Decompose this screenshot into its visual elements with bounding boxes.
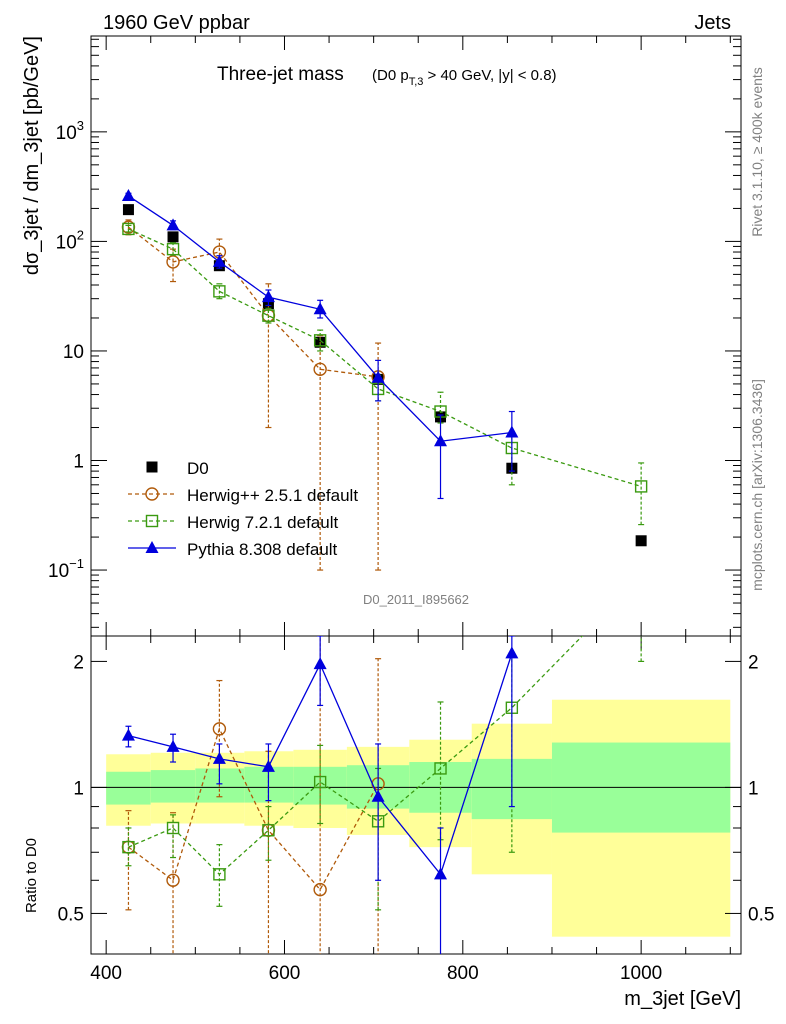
- data-point-marker: [262, 824, 275, 837]
- ratio-uncertainty-bands: [91, 699, 741, 937]
- data-point-marker: [261, 290, 275, 303]
- data-point-marker: [313, 657, 327, 670]
- data-point-marker: [145, 541, 159, 553]
- ratio-series-layer: [121, 570, 647, 954]
- pythia-8-308-default-main-line: [128, 195, 512, 442]
- data-point-marker: [145, 514, 159, 528]
- legend-label: D0: [187, 459, 209, 478]
- data-point-marker: [313, 362, 327, 377]
- legend-label: Herwig 7.2.1 default: [187, 513, 338, 532]
- main-series-layer: [121, 188, 648, 571]
- tick-exponent: 2: [77, 227, 84, 242]
- data-point-marker: [371, 370, 385, 383]
- x-tick-label: 400: [90, 963, 122, 984]
- plot-title-cuts-subscript: T,3: [409, 76, 424, 88]
- ratio-y-axis-label: Ratio to D0: [23, 838, 40, 913]
- tick-base: 10: [56, 123, 77, 144]
- data-point-marker: [213, 868, 226, 881]
- data-point-marker: [434, 867, 448, 880]
- data-point-marker: [166, 255, 180, 269]
- plot-title-cuts-part-a: (D0 p: [372, 67, 409, 84]
- tick-exponent: −1: [69, 556, 84, 571]
- legend-label: Pythia 8.308 default: [187, 540, 338, 559]
- data-point-marker: [122, 222, 135, 236]
- data-point-marker: [167, 231, 179, 243]
- data-point-marker: [166, 739, 180, 752]
- main-y-tick-label: 103: [56, 118, 84, 144]
- ratio-plot-frame: [90, 635, 742, 955]
- data-point-marker: [122, 840, 135, 854]
- ratio-y-tick-label: 2: [73, 652, 84, 673]
- inner-band-bin: [106, 771, 151, 805]
- data-point-marker: [212, 722, 227, 736]
- tick-base: 10: [56, 232, 77, 253]
- legend: D0 Herwig++ 2.5.1 default Herwig 7.2.1 def…: [128, 459, 358, 559]
- data-point-marker: [213, 285, 226, 298]
- header-jets-label: Jets: [694, 12, 731, 34]
- legend-label: Herwig++ 2.5.1 default: [187, 486, 358, 505]
- data-point-marker: [434, 762, 447, 775]
- ratio-y-tick-label-right: 1: [748, 778, 759, 799]
- data-point-marker: [634, 480, 648, 493]
- tick-base: 10: [48, 561, 69, 582]
- data-point-marker: [166, 873, 180, 887]
- data-point-marker: [146, 461, 158, 473]
- main-y-tick-label: 102: [56, 227, 84, 253]
- data-point-marker: [262, 309, 275, 322]
- herwig-2-5-1-default-main-line: [128, 226, 379, 378]
- data-point-marker: [121, 728, 135, 741]
- data-point-marker: [313, 775, 327, 789]
- data-point-marker: [371, 789, 385, 802]
- data-point-marker: [505, 425, 519, 438]
- plot-title: Three-jet mass: [217, 64, 344, 85]
- ratio-y-tick-label: 0.5: [58, 904, 84, 925]
- data-point-marker: [636, 570, 647, 581]
- data-point-marker: [212, 254, 226, 267]
- data-point-marker: [434, 434, 448, 447]
- x-tick-label: 600: [269, 963, 301, 984]
- data-point-marker: [261, 759, 275, 772]
- data-point-marker: [635, 535, 647, 547]
- data-point-marker: [313, 302, 327, 315]
- data-point-marker: [166, 242, 180, 256]
- plot-title-cuts-part-b: > 40 GeV, |y| < 0.8): [423, 67, 556, 84]
- tick-exponent: 3: [77, 118, 84, 133]
- mcplots-credit-label: mcplots.cern.ch [arXiv:1306.3436]: [749, 379, 765, 591]
- data-point-marker: [505, 646, 519, 659]
- x-tick-label: 800: [447, 963, 479, 984]
- data-point-marker: [212, 751, 226, 764]
- herwig-7-2-1-default-main-line: [128, 228, 642, 488]
- pythia-8-308-default-ratio-line: [128, 653, 513, 876]
- data-point-marker: [121, 188, 135, 201]
- analysis-id-label: D0_2011_I895662: [363, 592, 469, 607]
- ratio-y-tick-label-right: 2: [748, 652, 759, 673]
- plot-title-cuts: (D0 pT,3 > 40 GeV, |y| < 0.8): [372, 67, 557, 88]
- inner-band-bin: [150, 770, 196, 803]
- data-point-marker: [313, 334, 327, 347]
- data-point-marker: [145, 487, 159, 501]
- rivet-version-label: Rivet 3.1.10, ≥ 400k events: [749, 67, 765, 237]
- ratio-y-tick-label-right: 0.5: [748, 904, 774, 925]
- main-y-axis-label: dσ_3jet / dm_3jet [pb/GeV]: [21, 36, 43, 275]
- main-y-tick-label: 10−1: [48, 556, 84, 582]
- data-point-marker: [122, 204, 134, 216]
- data-point-marker: [166, 821, 180, 835]
- data-point-marker: [166, 218, 180, 231]
- main-y-tick-label: 10: [63, 342, 84, 363]
- x-axis-label: m_3jet [GeV]: [624, 988, 741, 1010]
- data-point-marker: [313, 882, 327, 897]
- ratio-y-tick-label: 1: [73, 778, 84, 799]
- header-energy-label: 1960 GeV ppbar: [103, 12, 250, 34]
- main-y-tick-label: 1: [73, 451, 84, 472]
- x-tick-label: 1000: [620, 963, 662, 984]
